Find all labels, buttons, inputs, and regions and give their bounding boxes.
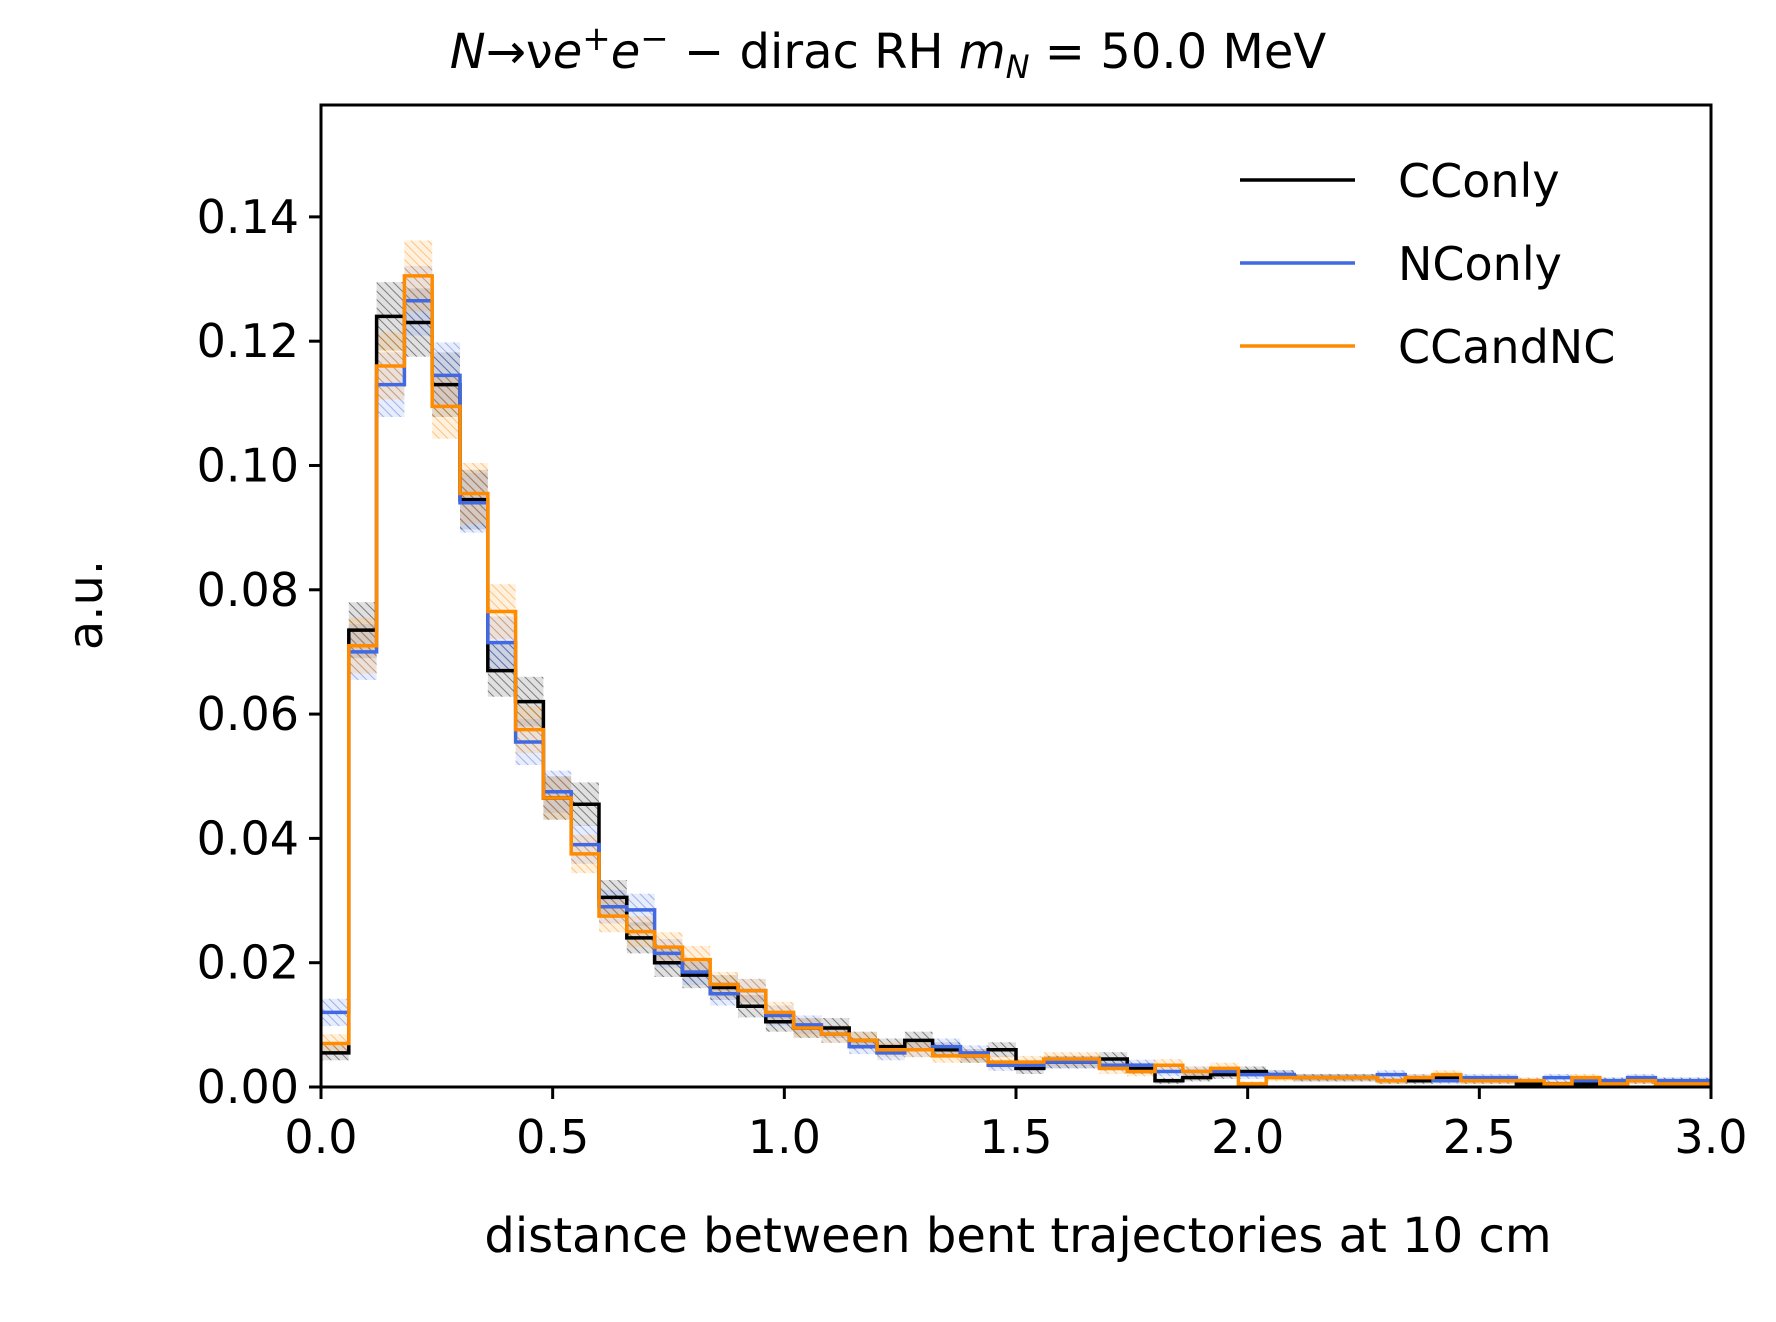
cconly-legend-label: CConly (1398, 154, 1560, 208)
cconly-step-line (321, 314, 1711, 1086)
ccandnc-step-line (321, 274, 1711, 1086)
title-arrow-nu: →ν (486, 24, 553, 80)
ccandnc-legend-label: CCandNC (1398, 320, 1615, 374)
title-m: m (959, 24, 1006, 80)
y-tick-label: 0.04 (197, 811, 299, 865)
title-sup-minus: − (640, 19, 669, 59)
y-tick-label: 0.00 (197, 1060, 299, 1114)
y-tick-label: 0.06 (197, 687, 299, 741)
y-axis-title: a.u. (58, 560, 114, 650)
title-n: N (450, 24, 486, 80)
series-lines (321, 274, 1711, 1086)
x-tick-label: 0.0 (284, 1110, 357, 1164)
title-sub-n: N (1006, 48, 1030, 86)
y-tick-label: 0.10 (197, 438, 299, 492)
title-sup-plus: + (582, 19, 611, 59)
x-tick-label: 0.5 (516, 1110, 589, 1164)
x-tick-label: 1.0 (748, 1110, 821, 1164)
title-middle: − dirac RH (669, 24, 959, 80)
x-tick-label: 1.5 (979, 1110, 1052, 1164)
title-tail: = 50.0 MeV (1030, 24, 1327, 80)
nconly-legend-label: NConly (1398, 237, 1562, 291)
x-tick-label: 2.5 (1443, 1110, 1516, 1164)
x-tick-label: 3.0 (1674, 1110, 1747, 1164)
y-tick-label: 0.02 (197, 936, 299, 990)
title-e-plus: e (553, 24, 583, 80)
y-axis-ticks: 0.00 0.02 0.04 0.06 0.08 0.10 0.12 0.14 (197, 190, 321, 1114)
x-axis-title: distance between bent trajectories at 10… (484, 1208, 1551, 1264)
y-tick-label: 0.14 (197, 190, 299, 244)
legend: CConly NConly CCandNC (1240, 154, 1615, 374)
y-tick-label: 0.08 (197, 563, 299, 617)
x-tick-label: 2.0 (1211, 1110, 1284, 1164)
y-tick-label: 0.12 (197, 314, 299, 368)
x-axis-ticks: 0.0 0.5 1.0 1.5 2.0 2.5 3.0 (284, 1087, 1748, 1164)
title-e-minus: e (611, 24, 641, 80)
chart-title: N→νe+e− − dirac RH mN = 50.0 MeV (450, 19, 1327, 86)
